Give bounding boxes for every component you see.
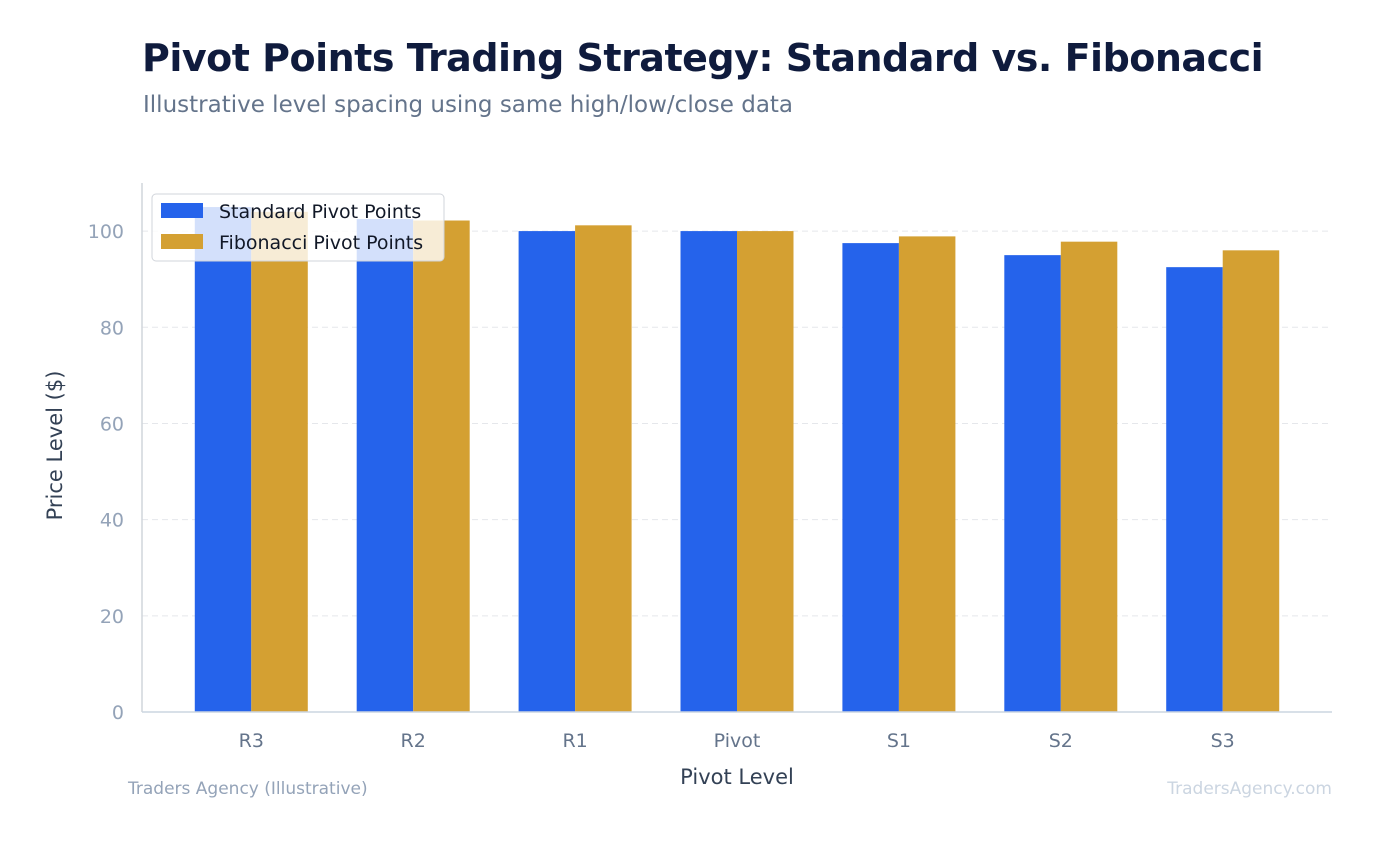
x-tick-label: R2 [401,730,426,752]
bar-standard-pivot [680,231,737,712]
bar-standard-s1 [842,243,899,712]
bar-standard-s2 [1004,255,1061,713]
source-note: Traders Agency (Illustrative) [128,779,368,799]
bar-fibonacci-r2 [413,220,470,712]
legend-swatch [161,234,203,249]
bar-standard-r1 [518,231,576,712]
watermark: TradersAgency.com [1167,779,1332,799]
y-tick-label: 100 [88,221,124,243]
bar-standard-s3 [1166,267,1223,712]
x-tick-label: Pivot [714,730,761,752]
chart-title: Pivot Points Trading Strategy: Standard … [142,36,1264,80]
y-axis-title: Price Level ($) [43,371,67,521]
x-tick-label: S3 [1211,730,1235,752]
bar-fibonacci-r3 [251,211,308,712]
bar-fibonacci-s3 [1222,250,1280,712]
bar-standard-r3 [194,207,252,712]
legend-label: Standard Pivot Points [219,201,421,223]
y-tick-label: 20 [100,606,124,628]
x-tick-label: R3 [239,730,264,752]
x-tick-label: S2 [1049,730,1073,752]
bars [194,207,1280,713]
bar-fibonacci-pivot [737,231,794,712]
x-tick-label: R1 [562,730,587,752]
tick-labels: 0 20 40 60 80 100 R3 R2 R1 Pivot S1 S2 S3 [88,221,1235,752]
x-axis-title: Pivot Level [680,765,794,789]
legend-swatch [161,203,203,218]
bar-fibonacci-s2 [1060,241,1118,713]
legend-label: Fibonacci Pivot Points [219,232,423,254]
y-tick-label: 80 [100,317,124,339]
y-tick-label: 60 [100,413,124,435]
bar-fibonacci-r1 [575,225,632,712]
bar-fibonacci-s1 [898,236,956,712]
y-tick-label: 0 [112,702,124,724]
bar-standard-r2 [356,219,414,712]
x-tick-label: S1 [887,730,911,752]
axes [141,183,1332,713]
y-tick-label: 40 [100,510,124,532]
legend-box [151,193,445,262]
chart-subtitle: Illustrative level spacing using same hi… [143,92,794,118]
legend: Standard Pivot Points Fibonacci Pivot Poi… [151,193,445,262]
